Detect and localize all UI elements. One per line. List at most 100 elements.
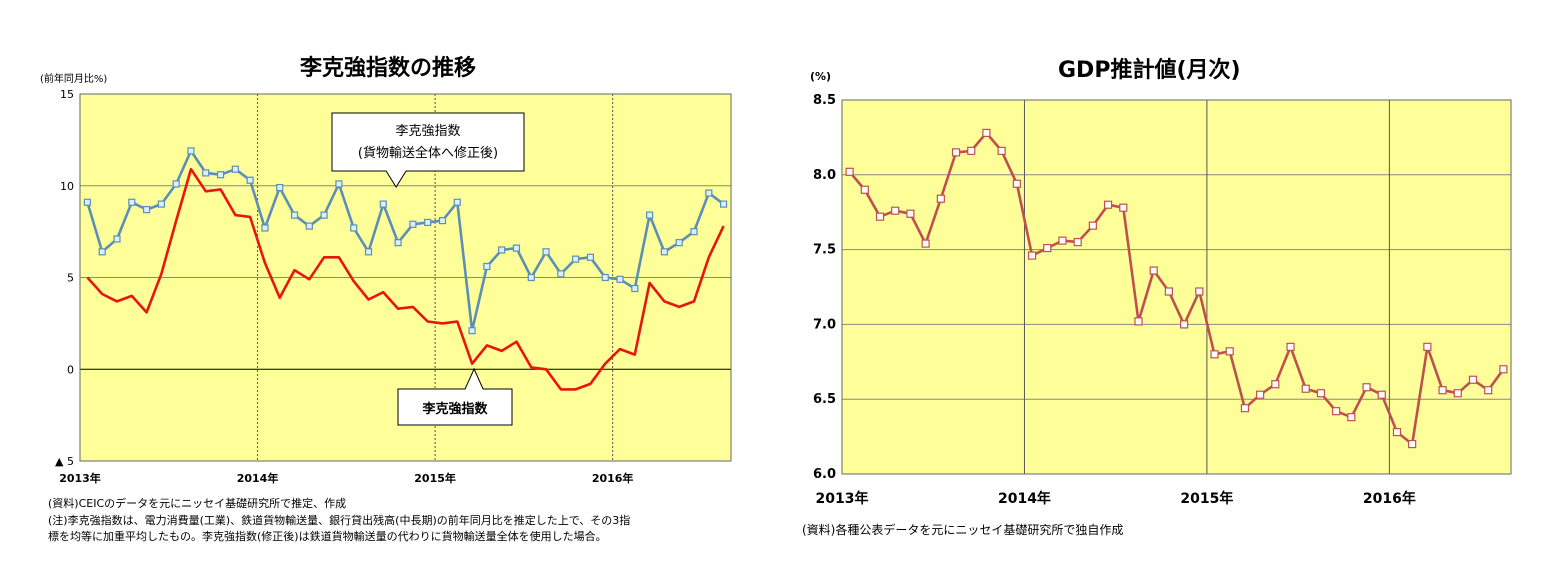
data-point bbox=[1286, 342, 1295, 351]
x-tick-label: 2014年 bbox=[237, 471, 279, 485]
callout-box bbox=[397, 367, 513, 426]
chart-plot: 8.5 8.0 7.5 7.0 6.5 6.0 2013年 2014年 2015年 2016年 bbox=[813, 93, 1512, 507]
data-point bbox=[231, 165, 239, 173]
source-note: (資料)CEICのデータを元にニッセイ基礎研究所で推定、作成 bbox=[48, 497, 347, 510]
data-point bbox=[1347, 413, 1356, 422]
plot-background bbox=[842, 100, 1511, 474]
x-tick-label: 2014年 bbox=[998, 490, 1051, 507]
data-point bbox=[690, 228, 698, 236]
x-tick-label: 2013年 bbox=[816, 490, 869, 507]
data-point bbox=[424, 218, 432, 227]
data-point bbox=[982, 128, 991, 138]
y-tick-label: ▲ 5 bbox=[55, 455, 74, 468]
data-point bbox=[1119, 203, 1128, 212]
data-point bbox=[453, 198, 461, 206]
data-point bbox=[350, 224, 358, 232]
data-point bbox=[187, 147, 195, 155]
data-point bbox=[1271, 380, 1280, 389]
series-line-1 bbox=[86, 167, 725, 391]
data-point bbox=[1316, 389, 1326, 398]
data-point bbox=[246, 176, 254, 184]
data-point bbox=[1043, 244, 1052, 253]
data-point bbox=[157, 200, 165, 208]
y-tick-label: 15 bbox=[60, 88, 74, 101]
y-unit-label: (前年同月比%) bbox=[40, 74, 108, 85]
data-point bbox=[1301, 384, 1310, 393]
data-point bbox=[98, 248, 106, 256]
data-point bbox=[512, 244, 521, 252]
footnote-line-1: (注)李克強指数は、電力消費量(工業)、鉄道貨物輸送量、銀行貸出残高(中長期)の… bbox=[48, 514, 631, 527]
x-tick-label: 2015年 bbox=[414, 471, 456, 485]
data-point bbox=[1240, 404, 1250, 413]
data-point bbox=[1225, 347, 1234, 356]
data-point bbox=[1362, 383, 1371, 392]
y-tick-label: 5 bbox=[67, 272, 74, 285]
data-point bbox=[616, 275, 624, 283]
data-point bbox=[906, 209, 915, 218]
data-point bbox=[936, 194, 945, 203]
data-point bbox=[1180, 320, 1189, 329]
data-point bbox=[320, 211, 328, 219]
data-point bbox=[172, 180, 180, 188]
data-point bbox=[128, 198, 136, 206]
data-point bbox=[705, 189, 713, 197]
x-tick-label: 2015年 bbox=[1180, 490, 1233, 507]
footnote-line-2: 標を均等に加重平均したもの。李克強指数(修正後)は鉄道貨物輸送量の代わりに貨物輸… bbox=[48, 530, 607, 543]
plot-border bbox=[841, 99, 1512, 475]
chart-title: GDP推計値(月次) bbox=[1058, 58, 1241, 83]
data-point bbox=[1027, 251, 1037, 260]
data-point bbox=[1408, 439, 1417, 449]
data-point bbox=[572, 255, 580, 263]
data-point bbox=[1210, 350, 1219, 359]
x-tick-label: 2013年 bbox=[59, 471, 101, 485]
data-point bbox=[83, 198, 91, 206]
data-point bbox=[305, 222, 313, 230]
y-unit-label: (%) bbox=[810, 70, 832, 83]
y-tick-label: 0 bbox=[67, 363, 74, 376]
data-point bbox=[675, 239, 683, 247]
data-point bbox=[1423, 342, 1432, 351]
callout-label: 李克強指数 bbox=[421, 401, 488, 417]
data-point bbox=[601, 273, 609, 282]
data-point bbox=[1438, 386, 1447, 395]
data-point bbox=[997, 146, 1006, 155]
data-point bbox=[1332, 407, 1341, 416]
data-point bbox=[142, 206, 151, 214]
data-point bbox=[646, 211, 654, 219]
data-point bbox=[468, 327, 476, 335]
chart-title: 李克強指数の推移 bbox=[300, 56, 477, 81]
data-point bbox=[290, 211, 299, 219]
data-point bbox=[483, 262, 491, 271]
data-point bbox=[542, 248, 550, 256]
data-point bbox=[1484, 386, 1493, 395]
data-point bbox=[1012, 179, 1021, 188]
y-tick-label: 8.5 bbox=[813, 93, 836, 108]
data-point bbox=[394, 239, 402, 247]
data-point bbox=[720, 200, 728, 208]
data-point bbox=[409, 220, 417, 228]
data-point bbox=[1392, 428, 1402, 437]
data-point bbox=[261, 224, 269, 232]
data-point bbox=[891, 206, 900, 215]
y-tick-label: 7.0 bbox=[813, 317, 836, 332]
data-point bbox=[1377, 390, 1386, 399]
gdp-estimate-chart: GDP推計値(月次) (%) 8.5 8.0 7.5 7.0 6.5 6.0 2013年 20… bbox=[790, 0, 1562, 571]
data-point bbox=[276, 183, 284, 192]
data-point bbox=[845, 167, 854, 176]
data-point bbox=[438, 217, 447, 225]
data-point bbox=[860, 185, 869, 194]
data-point bbox=[1058, 236, 1067, 245]
data-point bbox=[1088, 221, 1097, 230]
data-point bbox=[1164, 287, 1173, 296]
data-point bbox=[660, 248, 669, 256]
y-tick-label: 7.5 bbox=[813, 243, 836, 258]
data-point bbox=[1103, 200, 1113, 209]
data-point bbox=[875, 212, 885, 221]
data-point bbox=[921, 239, 930, 248]
data-point bbox=[113, 235, 121, 243]
data-point bbox=[557, 270, 565, 278]
y-tick-label: 8.0 bbox=[813, 168, 836, 183]
data-point bbox=[1256, 390, 1265, 399]
data-point bbox=[1149, 266, 1158, 275]
callout-box bbox=[331, 112, 525, 188]
